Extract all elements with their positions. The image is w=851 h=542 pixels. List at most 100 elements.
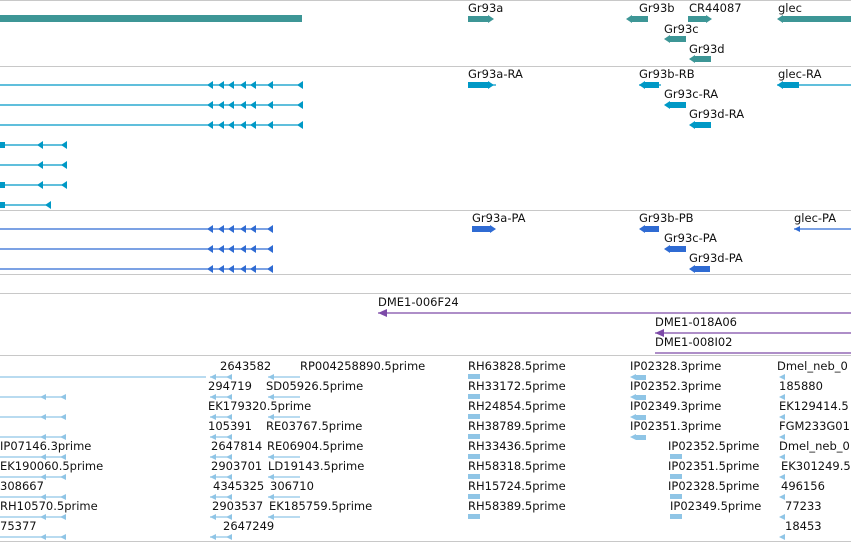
est-mid2-mark-5[interactable] xyxy=(268,494,300,500)
est-label[interactable]: IP02328.3prime xyxy=(630,359,722,373)
transcript-label[interactable]: Gr93c-RA xyxy=(664,87,719,101)
est-mid2-mark-4[interactable] xyxy=(268,474,300,480)
est-label[interactable]: EK129414.5 xyxy=(779,399,849,413)
est-label[interactable]: IP02351.5prime xyxy=(668,459,760,473)
transcript-label[interactable]: Gr93a-RA xyxy=(468,67,523,81)
est-label[interactable]: 2903701 xyxy=(211,459,263,473)
clone-label[interactable]: DME1-008I02 xyxy=(655,335,733,349)
est-ip-mark-2[interactable] xyxy=(630,414,646,420)
est-label[interactable]: 496156 xyxy=(781,479,825,493)
est-ip-mark-3[interactable] xyxy=(630,434,646,440)
transcript-gr93c-ra[interactable] xyxy=(664,101,686,109)
gene-gr93d[interactable] xyxy=(689,55,711,63)
gene-gr93a[interactable] xyxy=(468,15,494,23)
est-label[interactable]: 4345325 xyxy=(213,479,265,493)
est-rh-mark-4[interactable] xyxy=(468,454,480,459)
est-label[interactable]: LD19143.5prime xyxy=(268,459,365,473)
transcript-row-3[interactable] xyxy=(0,121,303,129)
est-mid-mark-7[interactable] xyxy=(210,514,232,520)
clone-dme1-006f24[interactable] xyxy=(378,309,851,317)
est-ip5-mark-0[interactable] xyxy=(670,454,682,459)
est-left-mark-7[interactable] xyxy=(0,534,66,540)
transcript-row-6[interactable] xyxy=(0,181,67,189)
est-left-mark-0[interactable] xyxy=(0,394,66,400)
est-label[interactable]: 77233 xyxy=(785,499,822,513)
transcript-row-4[interactable] xyxy=(0,141,67,149)
est-label[interactable]: EK190060.5prime xyxy=(0,459,104,473)
est-label[interactable]: 2647814 xyxy=(211,439,263,453)
est-rh-mark-5[interactable] xyxy=(468,474,480,479)
est-label[interactable]: 2643582 xyxy=(220,359,272,373)
est-label[interactable]: IP02349.5prime xyxy=(670,499,762,513)
transcript-gr93d-ra[interactable] xyxy=(689,121,711,129)
protein-label[interactable]: Gr93b-PB xyxy=(639,211,694,225)
est-left-mark-5[interactable] xyxy=(0,494,66,500)
est-label[interactable]: IP07146.3prime xyxy=(0,439,92,453)
est-label[interactable]: 294719 xyxy=(208,379,252,393)
est-right-mark-0[interactable] xyxy=(779,374,785,380)
est-label[interactable]: Dmel_neb_0 xyxy=(777,359,848,373)
est-right-mark-6[interactable] xyxy=(779,494,785,500)
protein-row-2[interactable] xyxy=(0,245,273,253)
est-right-mark-7[interactable] xyxy=(779,514,785,520)
protein-gr93d-pa[interactable] xyxy=(689,265,710,273)
transcript-gr93b-rb[interactable] xyxy=(639,81,661,89)
est-ip5-mark-1[interactable] xyxy=(670,474,682,479)
est-ip-mark-1[interactable] xyxy=(630,394,646,400)
est-left-mark-2[interactable] xyxy=(0,434,66,440)
est-label[interactable]: RH10570.5prime xyxy=(0,499,98,513)
est-rh-mark-3[interactable] xyxy=(468,434,480,439)
transcript-glec-ra[interactable] xyxy=(777,81,851,89)
est-rh-mark-7[interactable] xyxy=(468,514,480,519)
est-label[interactable]: RH63828.5prime xyxy=(468,359,566,373)
est-label[interactable]: IP02351.3prime xyxy=(630,419,722,433)
est-label[interactable]: RE03767.5prime xyxy=(266,419,363,433)
est-label[interactable]: RH38789.5prime xyxy=(468,419,566,433)
transcript-row-1[interactable] xyxy=(0,81,303,89)
est-left-mark-4[interactable] xyxy=(0,474,66,480)
est-rh-mark-6[interactable] xyxy=(468,494,480,499)
est-label[interactable]: 75377 xyxy=(0,519,37,533)
est-mid-mark-8[interactable] xyxy=(210,534,232,540)
est-right-mark-2[interactable] xyxy=(779,414,785,420)
est-left-mark-3[interactable] xyxy=(0,454,66,460)
est-left-mark-1[interactable] xyxy=(0,414,66,420)
est-label[interactable]: IP02328.5prime xyxy=(668,479,760,493)
est-mid2-mark-3[interactable] xyxy=(268,454,300,460)
transcript-row-2[interactable] xyxy=(0,101,303,109)
gene-gr93b[interactable] xyxy=(626,15,648,23)
est-mid-mark-1[interactable] xyxy=(210,394,232,400)
est-label[interactable]: IP02352.3prime xyxy=(630,379,722,393)
gene-glec[interactable] xyxy=(777,15,851,23)
gene-cr44087[interactable] xyxy=(688,15,712,23)
est-label[interactable]: Dmel_neb_0 xyxy=(779,439,850,453)
gene-label[interactable]: Gr93b xyxy=(639,1,675,15)
est-rh-mark-2[interactable] xyxy=(468,414,480,419)
gene-feature-left[interactable] xyxy=(0,15,302,22)
est-ip5-mark-2[interactable] xyxy=(670,494,682,499)
est-label[interactable]: EK301249.5 xyxy=(781,459,851,473)
transcript-row-7[interactable] xyxy=(0,201,51,209)
protein-row-3[interactable] xyxy=(0,265,273,273)
transcript-row-5[interactable] xyxy=(0,161,67,169)
est-mid2-mark-1[interactable] xyxy=(268,394,300,400)
protein-glec-pa[interactable] xyxy=(794,226,851,232)
transcript-label[interactable]: glec-RA xyxy=(778,67,822,81)
est-label[interactable]: 105391 xyxy=(208,419,252,433)
est-label[interactable]: 2903537 xyxy=(212,499,264,513)
protein-gr93c-pa[interactable] xyxy=(664,245,686,253)
gene-label[interactable]: Gr93d xyxy=(689,42,725,56)
est-right-mark-3[interactable] xyxy=(779,434,785,440)
est-ip-mark-0[interactable] xyxy=(630,374,646,380)
est-right-mark-1[interactable] xyxy=(779,394,785,400)
est-label[interactable]: 2647249 xyxy=(223,519,275,533)
protein-label[interactable]: glec-PA xyxy=(794,211,837,225)
gene-label[interactable]: CR44087 xyxy=(689,1,742,15)
est-rh-mark-1[interactable] xyxy=(468,394,480,399)
est-rh-mark-0[interactable] xyxy=(468,374,480,379)
protein-label[interactable]: Gr93c-PA xyxy=(664,231,717,245)
est-mid-mark-6[interactable] xyxy=(210,494,232,500)
est-right-mark-8[interactable] xyxy=(779,534,785,540)
clone-dme1-018a06[interactable] xyxy=(655,329,851,337)
est-mid-mark-5[interactable] xyxy=(210,474,232,480)
